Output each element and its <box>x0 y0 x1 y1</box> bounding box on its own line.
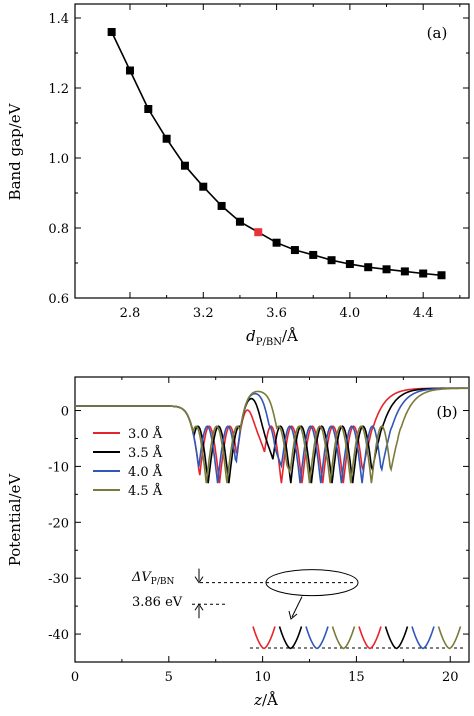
zoom-ellipse <box>265 569 359 597</box>
y-tick-label: 1.0 <box>48 152 69 167</box>
data-point <box>180 161 189 170</box>
y-tick-label: -20 <box>48 516 69 531</box>
x-tick-label: 4.4 <box>413 306 434 321</box>
legend-entry-label: 3.0 Å <box>128 426 163 442</box>
data-point <box>382 265 391 274</box>
data-point <box>400 267 409 276</box>
data-point <box>345 260 354 269</box>
panel-b-potential-chart: 0 5 10 15 20 0 -10 -20 -30 -40 3.0 Å 3.5 Å 4.0 Å 4.… <box>6 376 470 709</box>
panel-a-label: (a) <box>427 24 448 42</box>
data-point <box>309 250 318 259</box>
data-point <box>199 182 208 191</box>
potential-curve-series <box>75 387 469 484</box>
inset-well-curve <box>305 626 329 650</box>
x-tick-label: 0 <box>71 670 79 685</box>
x-tick-label: 3.6 <box>266 306 287 321</box>
x-tick-label: 5 <box>165 670 173 685</box>
delta-v-label: ΔVP/BN <box>131 570 174 587</box>
data-point <box>107 28 116 36</box>
panel-a-y-ticks: 0.6 0.8 1.0 1.2 1.4 <box>48 12 469 307</box>
y-tick-label: 1.2 <box>48 82 69 97</box>
data-point <box>235 217 244 226</box>
data-point <box>437 271 446 280</box>
data-point <box>125 66 134 75</box>
y-tick-label: 0 <box>61 405 69 420</box>
highlight-data-point <box>254 228 263 237</box>
inset-well-curve <box>384 626 409 650</box>
delta-v-annotation: ΔVP/BN 3.86 eV <box>131 568 359 620</box>
delta-v-value: 3.86 eV <box>132 595 183 610</box>
band-gap-data-points <box>107 28 446 280</box>
y-tick-label: -40 <box>48 628 69 643</box>
inset-well-curve <box>437 626 462 650</box>
panel-a-x-axis-label: dP/BN/Å <box>246 327 298 348</box>
y-tick-label: 0.8 <box>48 222 69 237</box>
panel-b-plot-frame <box>74 376 470 663</box>
x-tick-label: 3.2 <box>193 306 214 321</box>
panel-a-band-gap-chart: 2.8 3.2 3.6 4.0 4.4 0.6 0.8 1.0 1.2 1.4 (a) Band… <box>6 3 470 348</box>
data-point <box>272 238 281 247</box>
inset-well-curve <box>252 626 276 650</box>
inset-well-curve <box>278 626 303 650</box>
panel-b-y-ticks: 0 -10 -20 -30 -40 <box>48 405 469 643</box>
panel-b-label: (b) <box>436 403 457 421</box>
x-tick-label: 15 <box>348 670 365 685</box>
panel-b-x-axis-label: z/Å <box>253 691 278 709</box>
panel-b-legend: 3.0 Å 3.5 Å 4.0 Å 4.5 Å <box>93 426 163 499</box>
inset-well-curve <box>358 626 382 650</box>
data-point <box>217 201 226 210</box>
y-tick-label: 0.6 <box>48 292 69 307</box>
delta-v-symbol: ΔV <box>131 570 152 585</box>
upper-arrow-head <box>194 576 204 584</box>
panel-a-y-axis-label: Band gap/eV <box>6 102 24 200</box>
inset-well-curve <box>411 626 435 650</box>
panel-a-plot-frame <box>74 3 470 299</box>
lower-arrow-head <box>194 603 204 611</box>
data-point <box>364 263 373 272</box>
data-point <box>144 105 153 113</box>
x-tick-label: 2.8 <box>120 306 141 321</box>
y-tick-label: -10 <box>48 460 69 475</box>
potential-curves <box>75 387 469 484</box>
x-tick-label: 4.0 <box>340 306 361 321</box>
zoom-inset-wells <box>250 626 466 650</box>
panel-a-x-ticks: 2.8 3.2 3.6 4.0 4.4 <box>120 4 461 321</box>
x-tick-label: 10 <box>254 670 271 685</box>
zoom-arrow-shaft <box>291 596 303 618</box>
y-tick-label: -30 <box>48 572 69 587</box>
data-point <box>419 269 428 278</box>
panel-b-y-axis-label: Potential/eV <box>6 473 24 567</box>
panel-b-x-ticks: 0 5 10 15 20 <box>71 377 459 685</box>
zoom-arrow-head <box>288 610 298 620</box>
legend-entry-label: 3.5 Å <box>128 445 163 461</box>
x-tick-label: 20 <box>442 670 459 685</box>
y-tick-label: 1.4 <box>48 12 69 27</box>
inset-well-curve <box>331 626 356 650</box>
delta-v-subscript: P/BN <box>151 577 175 587</box>
data-point <box>290 246 299 255</box>
legend-entry-label: 4.5 Å <box>128 483 163 499</box>
legend-entry-label: 4.0 Å <box>128 464 163 480</box>
data-point <box>327 256 336 265</box>
data-point <box>162 134 171 143</box>
